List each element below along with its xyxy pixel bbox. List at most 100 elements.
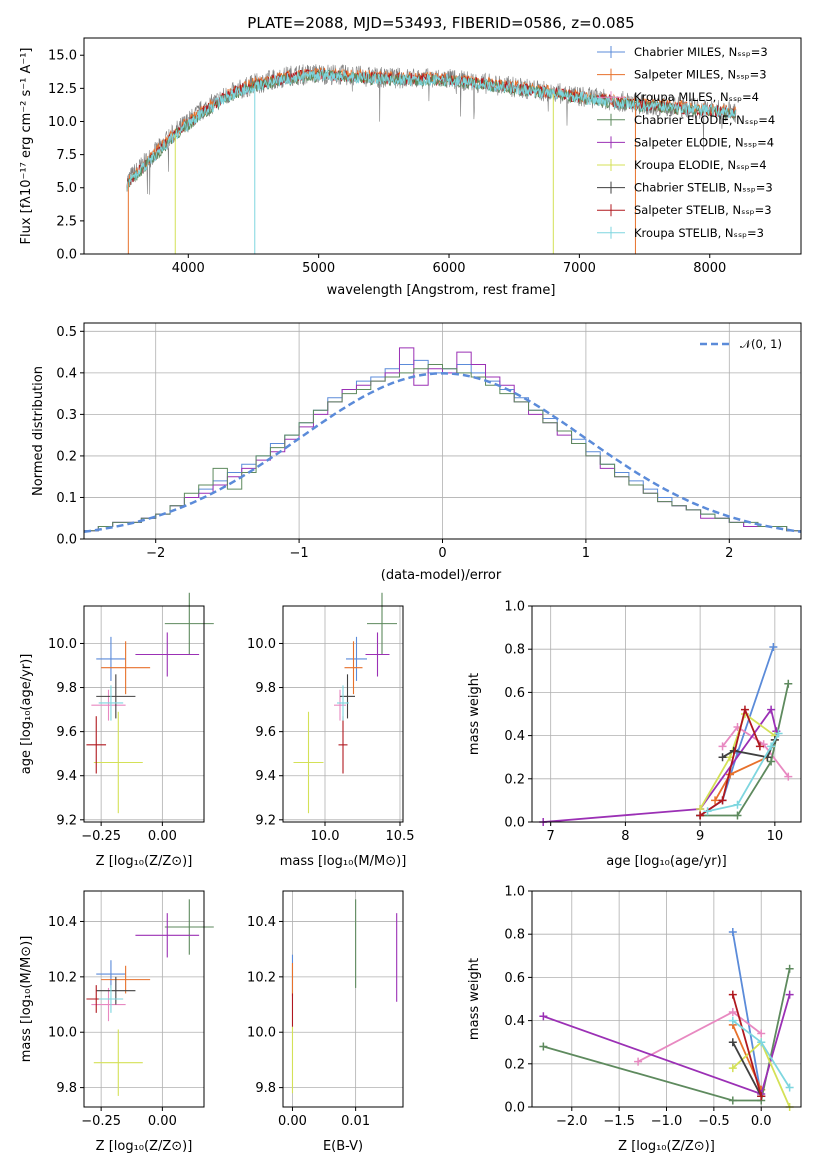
spectrum-xtick-label: 7000 bbox=[563, 261, 596, 276]
spectrum-ylabel: Flux [fλ10⁻¹⁷ erg cm⁻² s⁻¹ A⁻¹] bbox=[19, 48, 34, 245]
mass-weight-marker bbox=[718, 753, 727, 762]
legend-label: Salpeter STELIB, Nₛₛₚ=3 bbox=[634, 203, 772, 217]
legend-label: Chabrier ELODIE, Nₛₛₚ=4 bbox=[634, 113, 775, 127]
mass-weight-line bbox=[731, 931, 763, 1097]
panel-mass_vs_z: −0.25 0.00 9.8 10.0 10.2 10.4 Z [log₁₀(Z/Z⊙)] m… bbox=[19, 890, 214, 1154]
mass-weight-marker bbox=[696, 811, 705, 820]
panel-ytick-label: 0.0 bbox=[504, 1101, 525, 1116]
panel-ytick-label: 10.0 bbox=[247, 637, 276, 652]
panel-xtick-label: 9 bbox=[696, 829, 704, 844]
panel-frame bbox=[83, 890, 205, 1108]
mass-weight-line bbox=[700, 683, 790, 817]
mass-weight-marker bbox=[728, 1064, 737, 1073]
residuals-ytick-label: 0.5 bbox=[56, 325, 77, 340]
panel-ytick-label: 9.8 bbox=[255, 1081, 276, 1096]
panel-ytick-label: 1.0 bbox=[504, 885, 525, 900]
spectrum-ytick-label: 10.0 bbox=[48, 115, 77, 130]
panel-ytick-label: 0.0 bbox=[504, 816, 525, 831]
spectrum-xtick-label: 5000 bbox=[302, 261, 335, 276]
panel-xtick-label: −1.5 bbox=[603, 1114, 635, 1129]
mass-weight-marker bbox=[728, 1016, 737, 1025]
spectrum-ytick-label: 0.0 bbox=[56, 248, 77, 263]
panel-grid bbox=[283, 891, 403, 1107]
mass-weight-marker bbox=[539, 1042, 548, 1051]
panel-xtick-label: 8 bbox=[621, 829, 629, 844]
residuals-xtick-label: −2 bbox=[146, 546, 165, 561]
mass-weight-marker bbox=[784, 679, 793, 688]
mass-weight-line bbox=[732, 1041, 762, 1097]
panel-ytick-label: 0.4 bbox=[504, 729, 525, 744]
panel-grid bbox=[84, 606, 204, 822]
gaussian-legend-label: 𝒩(0, 1) bbox=[740, 337, 782, 351]
mass-weight-marker bbox=[711, 796, 720, 805]
spectrum-xlabel: wavelength [Angstrom, rest frame] bbox=[327, 283, 556, 298]
panel-ytick-label: 0.8 bbox=[504, 928, 525, 943]
panel-xtick-label: 10.0 bbox=[311, 829, 340, 844]
spectrum-plot-area bbox=[126, 64, 737, 254]
panel-xtick-label: 0.01 bbox=[341, 1114, 370, 1129]
residuals-xtick-label: −1 bbox=[290, 546, 309, 561]
spectrum-xtick-label: 8000 bbox=[693, 261, 726, 276]
panel-ylabel: age [log₁₀(age/yr)] bbox=[19, 654, 34, 775]
mass-weight-marker bbox=[728, 1096, 737, 1105]
mass-weight-marker bbox=[728, 1038, 737, 1047]
mass-weight-marker bbox=[784, 772, 793, 781]
mass-weight-marker bbox=[718, 742, 727, 751]
mass-weight-marker bbox=[757, 1092, 766, 1101]
panel-xlabel: mass [log₁₀(M/M⊙)] bbox=[280, 854, 407, 869]
spectrum-ytick-label: 5.0 bbox=[56, 181, 77, 196]
panel-grid bbox=[532, 890, 801, 1108]
panel-frame bbox=[83, 605, 205, 823]
mass-weight-line bbox=[699, 712, 776, 810]
spectrum-panel: PLATE=2088, MJD=53493, FIBERID=0586, z=0… bbox=[19, 14, 802, 298]
mass-weight-marker bbox=[767, 757, 776, 766]
spectrum-frame bbox=[83, 37, 802, 255]
legend-label: Salpeter ELODIE, Nₛₛₚ=4 bbox=[634, 135, 774, 149]
panel-ytick-label: 9.8 bbox=[56, 681, 77, 696]
mass-weight-marker bbox=[774, 729, 783, 738]
mass-weight-marker bbox=[740, 705, 749, 714]
panel-xtick-label: −0.25 bbox=[81, 1114, 121, 1129]
panel-xlabel: E(B-V) bbox=[323, 1139, 363, 1154]
panel-xlabel: Z [log₁₀(Z/Z⊙)] bbox=[618, 1139, 715, 1154]
panel-ytick-label: 9.2 bbox=[255, 813, 276, 828]
panel-ytick-label: 10.2 bbox=[48, 970, 77, 985]
residuals-xtick-label: 0 bbox=[438, 546, 446, 561]
histogram-step-line bbox=[84, 364, 801, 532]
panel-ytick-label: 10.2 bbox=[247, 970, 276, 985]
legend-label: Kroupa MILES, Nₛₛₚ=4 bbox=[634, 90, 759, 104]
panel-grid bbox=[283, 606, 403, 822]
histogram-plot-area bbox=[83, 347, 802, 533]
panel-xtick-label: 0.00 bbox=[148, 829, 177, 844]
panel-xtick-label: 0.00 bbox=[148, 1114, 177, 1129]
panel-ytick-label: 10.0 bbox=[48, 1026, 77, 1041]
legend: Chabrier MILES, Nₛₛₚ=3 Salpeter MILES, Nₛ… bbox=[597, 45, 775, 240]
mass-weight-line bbox=[637, 1010, 762, 1063]
residuals-ylabel: Normed distribution bbox=[31, 366, 46, 496]
panel-xlabel: Z [log₁₀(Z/Z⊙)] bbox=[96, 854, 193, 869]
mass-weight-marker bbox=[728, 928, 737, 937]
legend-label: Kroupa ELODIE, Nₛₛₚ=4 bbox=[634, 158, 767, 172]
gaussian-reference-line bbox=[83, 372, 802, 533]
panel-ylabel: mass weight bbox=[467, 958, 482, 1040]
panel-xtick-label: 10.5 bbox=[386, 829, 415, 844]
spectrum-title: PLATE=2088, MJD=53493, FIBERID=0586, z=0… bbox=[247, 14, 634, 32]
residuals-ytick-label: 0.2 bbox=[56, 449, 77, 464]
spectrum-ytick-label: 7.5 bbox=[56, 148, 77, 163]
panel-ytick-label: 10.4 bbox=[48, 915, 77, 930]
parameter-panels: −0.25 0.00 9.2 9.4 9.6 9.8 10.0 Z [log₁₀(Z/Z⊙)]… bbox=[19, 592, 802, 1154]
panel-xtick-label: −0.25 bbox=[81, 829, 121, 844]
mass-weight-line bbox=[543, 968, 791, 1102]
panel-ytick-label: 10.0 bbox=[48, 637, 77, 652]
mass-weight-marker bbox=[703, 807, 712, 816]
mass-weight-marker bbox=[755, 742, 764, 751]
panel-mass_vs_ebv: 0.00 0.01 9.8 10.0 10.2 10.4 E(B-V) bbox=[247, 890, 404, 1154]
mass-weight-line bbox=[721, 725, 790, 778]
panel-xtick-label: 0.00 bbox=[278, 1114, 307, 1129]
panel-ylabel: mass [log₁₀(M/M⊙)] bbox=[19, 936, 34, 1063]
panel-ytick-label: 0.6 bbox=[504, 686, 525, 701]
mass-weight-line bbox=[699, 706, 761, 817]
residuals-xtick-label: 1 bbox=[582, 546, 590, 561]
mass-weight-marker bbox=[785, 990, 794, 999]
